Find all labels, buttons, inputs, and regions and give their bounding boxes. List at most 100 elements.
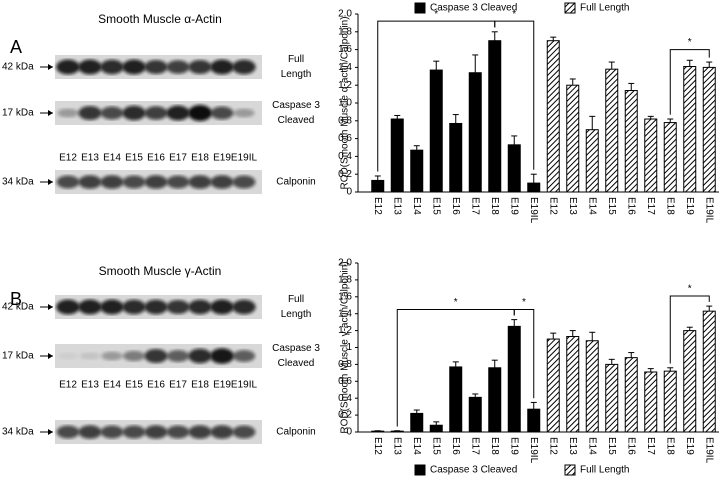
blot-band <box>232 59 256 75</box>
lane-label: E14 <box>103 153 121 164</box>
band-name: Full <box>288 294 304 305</box>
x-tick-label: E13 <box>567 197 578 215</box>
x-tick-label: E17 <box>470 197 481 215</box>
significance-bracket <box>494 20 535 170</box>
x-tick-label: E17 <box>645 197 656 215</box>
size-marker: 34 kDa <box>2 177 34 188</box>
error-bar <box>628 352 635 358</box>
blot-band <box>122 299 146 315</box>
band-name: Cleaved <box>278 115 315 126</box>
lane-label: E13 <box>81 380 99 391</box>
x-tick-label: E15 <box>606 197 617 215</box>
blot-band <box>210 425 234 439</box>
error-bar <box>706 305 713 312</box>
bar <box>585 129 599 193</box>
panel-label: A <box>10 37 22 57</box>
significance-star: * <box>454 297 458 308</box>
y-tick-label: 2.0 <box>338 258 352 269</box>
bar <box>644 371 658 433</box>
bar <box>566 336 580 433</box>
y-tick-label: 1.2 <box>338 325 352 336</box>
x-tick-label: E18 <box>489 437 500 455</box>
blot-band <box>210 299 234 315</box>
x-tick-label: E19IL <box>704 437 715 464</box>
legend-swatch <box>564 464 576 476</box>
blot-band <box>144 349 168 363</box>
blot-band <box>56 299 80 315</box>
error-bar <box>608 61 615 70</box>
blot-band <box>210 59 234 75</box>
error-bar <box>374 175 381 181</box>
x-tick-label: E19IL <box>528 197 539 224</box>
y-tick-label: 0.2 <box>338 169 352 180</box>
bar <box>605 363 619 433</box>
blot-band <box>100 175 124 189</box>
size-marker: 17 kDa <box>2 108 34 119</box>
error-bar <box>550 36 557 41</box>
bar <box>429 69 443 193</box>
blot-band <box>79 352 101 360</box>
band-name: Cleaved <box>278 358 315 369</box>
blot-band <box>101 351 123 361</box>
blot-band <box>210 348 234 364</box>
blot-band <box>210 106 234 120</box>
x-tick-label: E15 <box>606 437 617 455</box>
x-tick-label: E12 <box>548 437 559 455</box>
x-tick-label: E13 <box>392 437 403 455</box>
significance-star: * <box>522 297 526 308</box>
error-bar <box>530 401 537 410</box>
bar <box>527 182 541 193</box>
blot-title: Smooth Muscle γ-Actin <box>99 264 222 278</box>
lane-label: E16 <box>147 380 165 391</box>
y-tick-label: 0 <box>346 187 352 198</box>
x-tick-label: E12 <box>372 197 383 215</box>
bar <box>624 90 638 193</box>
bar <box>663 122 677 193</box>
y-tick-label: 1.2 <box>338 80 352 91</box>
x-tick-label: E15 <box>431 197 442 215</box>
blot-band <box>188 299 212 315</box>
blot-band <box>232 175 256 189</box>
x-tick-label: E17 <box>470 437 481 455</box>
legend-swatch <box>414 2 426 14</box>
x-tick-label: E18 <box>665 437 676 455</box>
blot-band <box>144 425 168 439</box>
bar <box>488 40 502 193</box>
band-name: Length <box>281 69 312 80</box>
x-tick-label: E14 <box>587 197 598 215</box>
blot-band <box>100 425 124 439</box>
x-tick-label: E19IL <box>528 437 539 464</box>
x-tick-label: E19IL <box>704 197 715 224</box>
bar <box>702 310 716 433</box>
error-bar <box>589 331 596 341</box>
bar <box>702 66 716 193</box>
bar <box>566 84 580 193</box>
lane-label: E19 <box>213 153 231 164</box>
marker-arrowhead <box>48 304 53 310</box>
error-bar <box>647 115 654 120</box>
lane-label: E16 <box>147 153 165 164</box>
y-tick-label: 1 <box>346 342 352 353</box>
lane-label: E17 <box>169 380 187 391</box>
error-bar <box>686 326 693 331</box>
lane-label: E15 <box>125 380 143 391</box>
blot-band <box>232 425 256 439</box>
error-bar <box>413 409 420 414</box>
lane-label: E15 <box>125 153 143 164</box>
error-bar <box>452 114 459 124</box>
blot-band <box>188 425 212 439</box>
bar <box>683 330 697 433</box>
x-tick-label: E16 <box>626 437 637 455</box>
blot-band <box>232 350 256 362</box>
legend-swatch <box>414 464 426 476</box>
blot-band <box>78 59 102 75</box>
bar <box>390 118 404 193</box>
error-bar <box>491 359 498 368</box>
x-tick-label: E13 <box>392 197 403 215</box>
y-tick-label: 0.8 <box>338 359 352 370</box>
bar <box>449 366 463 433</box>
blot-band <box>78 425 102 439</box>
legend-label: Full Length <box>580 465 629 476</box>
y-tick-label: 1.6 <box>338 291 352 302</box>
